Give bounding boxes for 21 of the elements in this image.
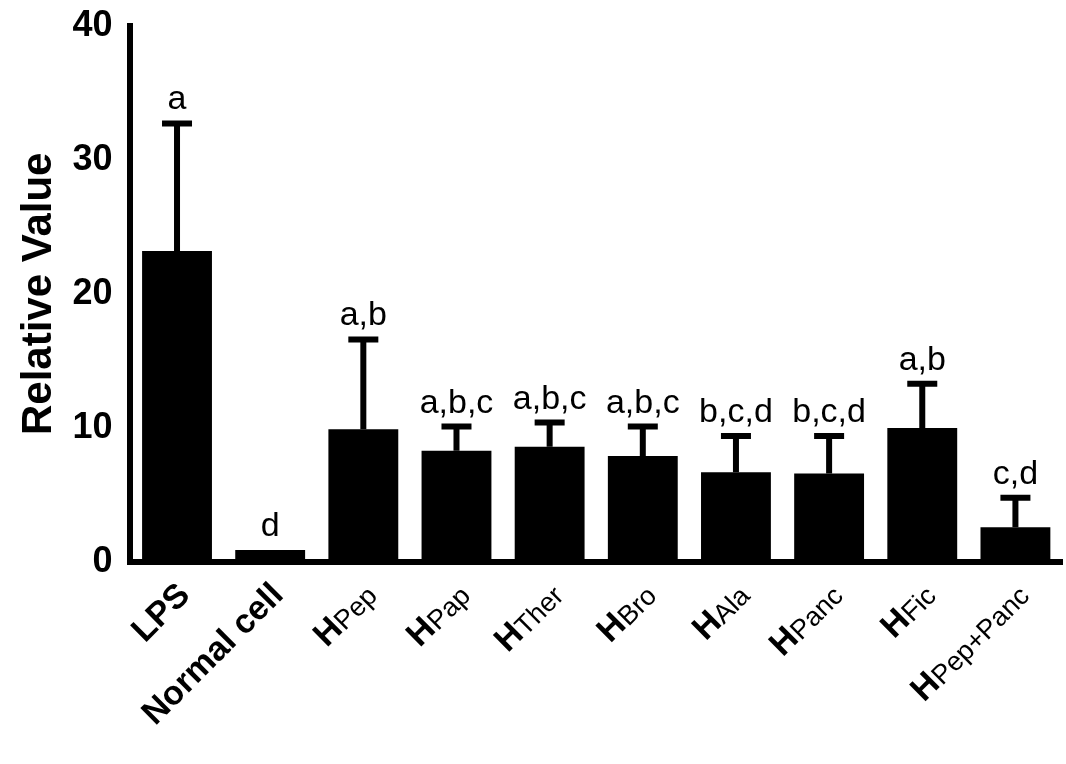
x-tick-label: HPap — [397, 580, 477, 653]
annotation: b,c,d — [792, 390, 866, 429]
y-tick-label: 30 — [72, 136, 113, 178]
annotation: c,d — [992, 452, 1039, 491]
annotation: a,b — [339, 294, 387, 333]
y-axis-title: Relative Value — [12, 152, 60, 436]
annotation: b,c,d — [699, 390, 773, 429]
y-tick-label: 40 — [72, 2, 113, 44]
x-tick-label: HBro — [588, 580, 663, 649]
annotation: a,b,c — [419, 381, 494, 420]
x-tick-label: HAla — [683, 579, 757, 647]
annotation: a,b — [898, 338, 946, 377]
annotation: a,b,c — [605, 381, 680, 420]
x-tick-label: HTher — [485, 580, 570, 659]
annotation: d — [260, 504, 280, 543]
y-tick-label: 20 — [72, 270, 113, 312]
x-tick-label: HPep — [304, 580, 383, 653]
y-tick-label: 10 — [72, 404, 113, 446]
annotation: a,b,c — [512, 377, 587, 416]
y-tick-label: 0 — [92, 538, 113, 580]
annotation: a — [167, 78, 187, 117]
